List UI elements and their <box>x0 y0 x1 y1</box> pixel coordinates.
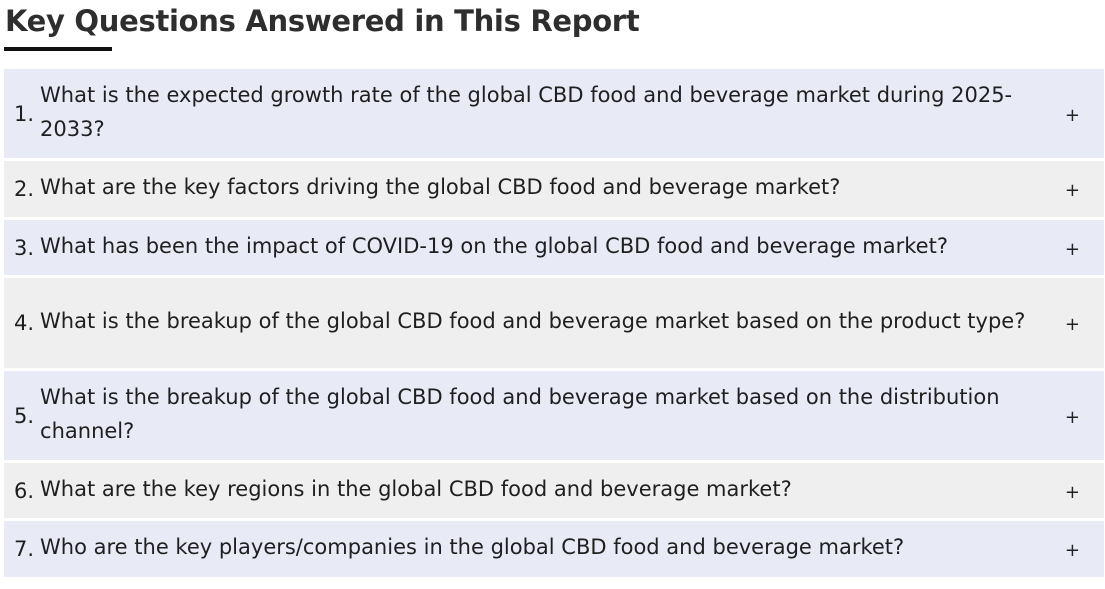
question-number: 7. <box>14 537 35 561</box>
question-number: 2. <box>14 177 35 201</box>
faq-accordion: 1. What is the expected growth rate of t… <box>4 69 1104 580</box>
question-text: What is the breakup of the global CBD fo… <box>40 309 1026 333</box>
faq-item-7[interactable]: 7. Who are the key players/companies in … <box>4 521 1104 577</box>
expand-plus-icon[interactable]: + <box>1064 313 1080 335</box>
title-underline <box>4 47 112 51</box>
question-text: What are the key regions in the global C… <box>40 476 792 501</box>
question-text: What has been the impact of COVID-19 on … <box>40 233 948 258</box>
section-title: Key Questions Answered in This Report <box>5 4 640 38</box>
expand-plus-icon[interactable]: + <box>1064 179 1080 201</box>
question-text: What are the key factors driving the glo… <box>40 175 841 199</box>
expand-plus-icon[interactable]: + <box>1064 406 1080 428</box>
question-text: What is the breakup of the global CBD fo… <box>40 384 1000 443</box>
faq-item-2[interactable]: 2. What are the key factors driving the … <box>4 161 1104 217</box>
faq-item-1[interactable]: 1. What is the expected growth rate of t… <box>4 69 1104 158</box>
expand-plus-icon[interactable]: + <box>1064 539 1080 561</box>
expand-plus-icon[interactable]: + <box>1064 481 1080 503</box>
faq-item-5[interactable]: 5. What is the breakup of the global CBD… <box>4 371 1104 460</box>
section-header: Key Questions Answered in This Report <box>4 0 1104 58</box>
question-number: 5. <box>14 403 35 428</box>
question-text: Who are the key players/companies in the… <box>40 535 905 559</box>
faq-item-4[interactable]: 4. What is the breakup of the global CBD… <box>4 278 1104 368</box>
question-number: 3. <box>14 235 35 260</box>
faq-item-3[interactable]: 3. What has been the impact of COVID-19 … <box>4 220 1104 275</box>
faq-item-6[interactable]: 6. What are the key regions in the globa… <box>4 463 1104 518</box>
question-number: 6. <box>14 478 35 503</box>
question-number: 4. <box>14 311 35 335</box>
expand-plus-icon[interactable]: + <box>1064 238 1080 260</box>
expand-plus-icon[interactable]: + <box>1064 104 1080 126</box>
question-number: 1. <box>14 101 35 126</box>
question-text: What is the expected growth rate of the … <box>40 82 1013 141</box>
